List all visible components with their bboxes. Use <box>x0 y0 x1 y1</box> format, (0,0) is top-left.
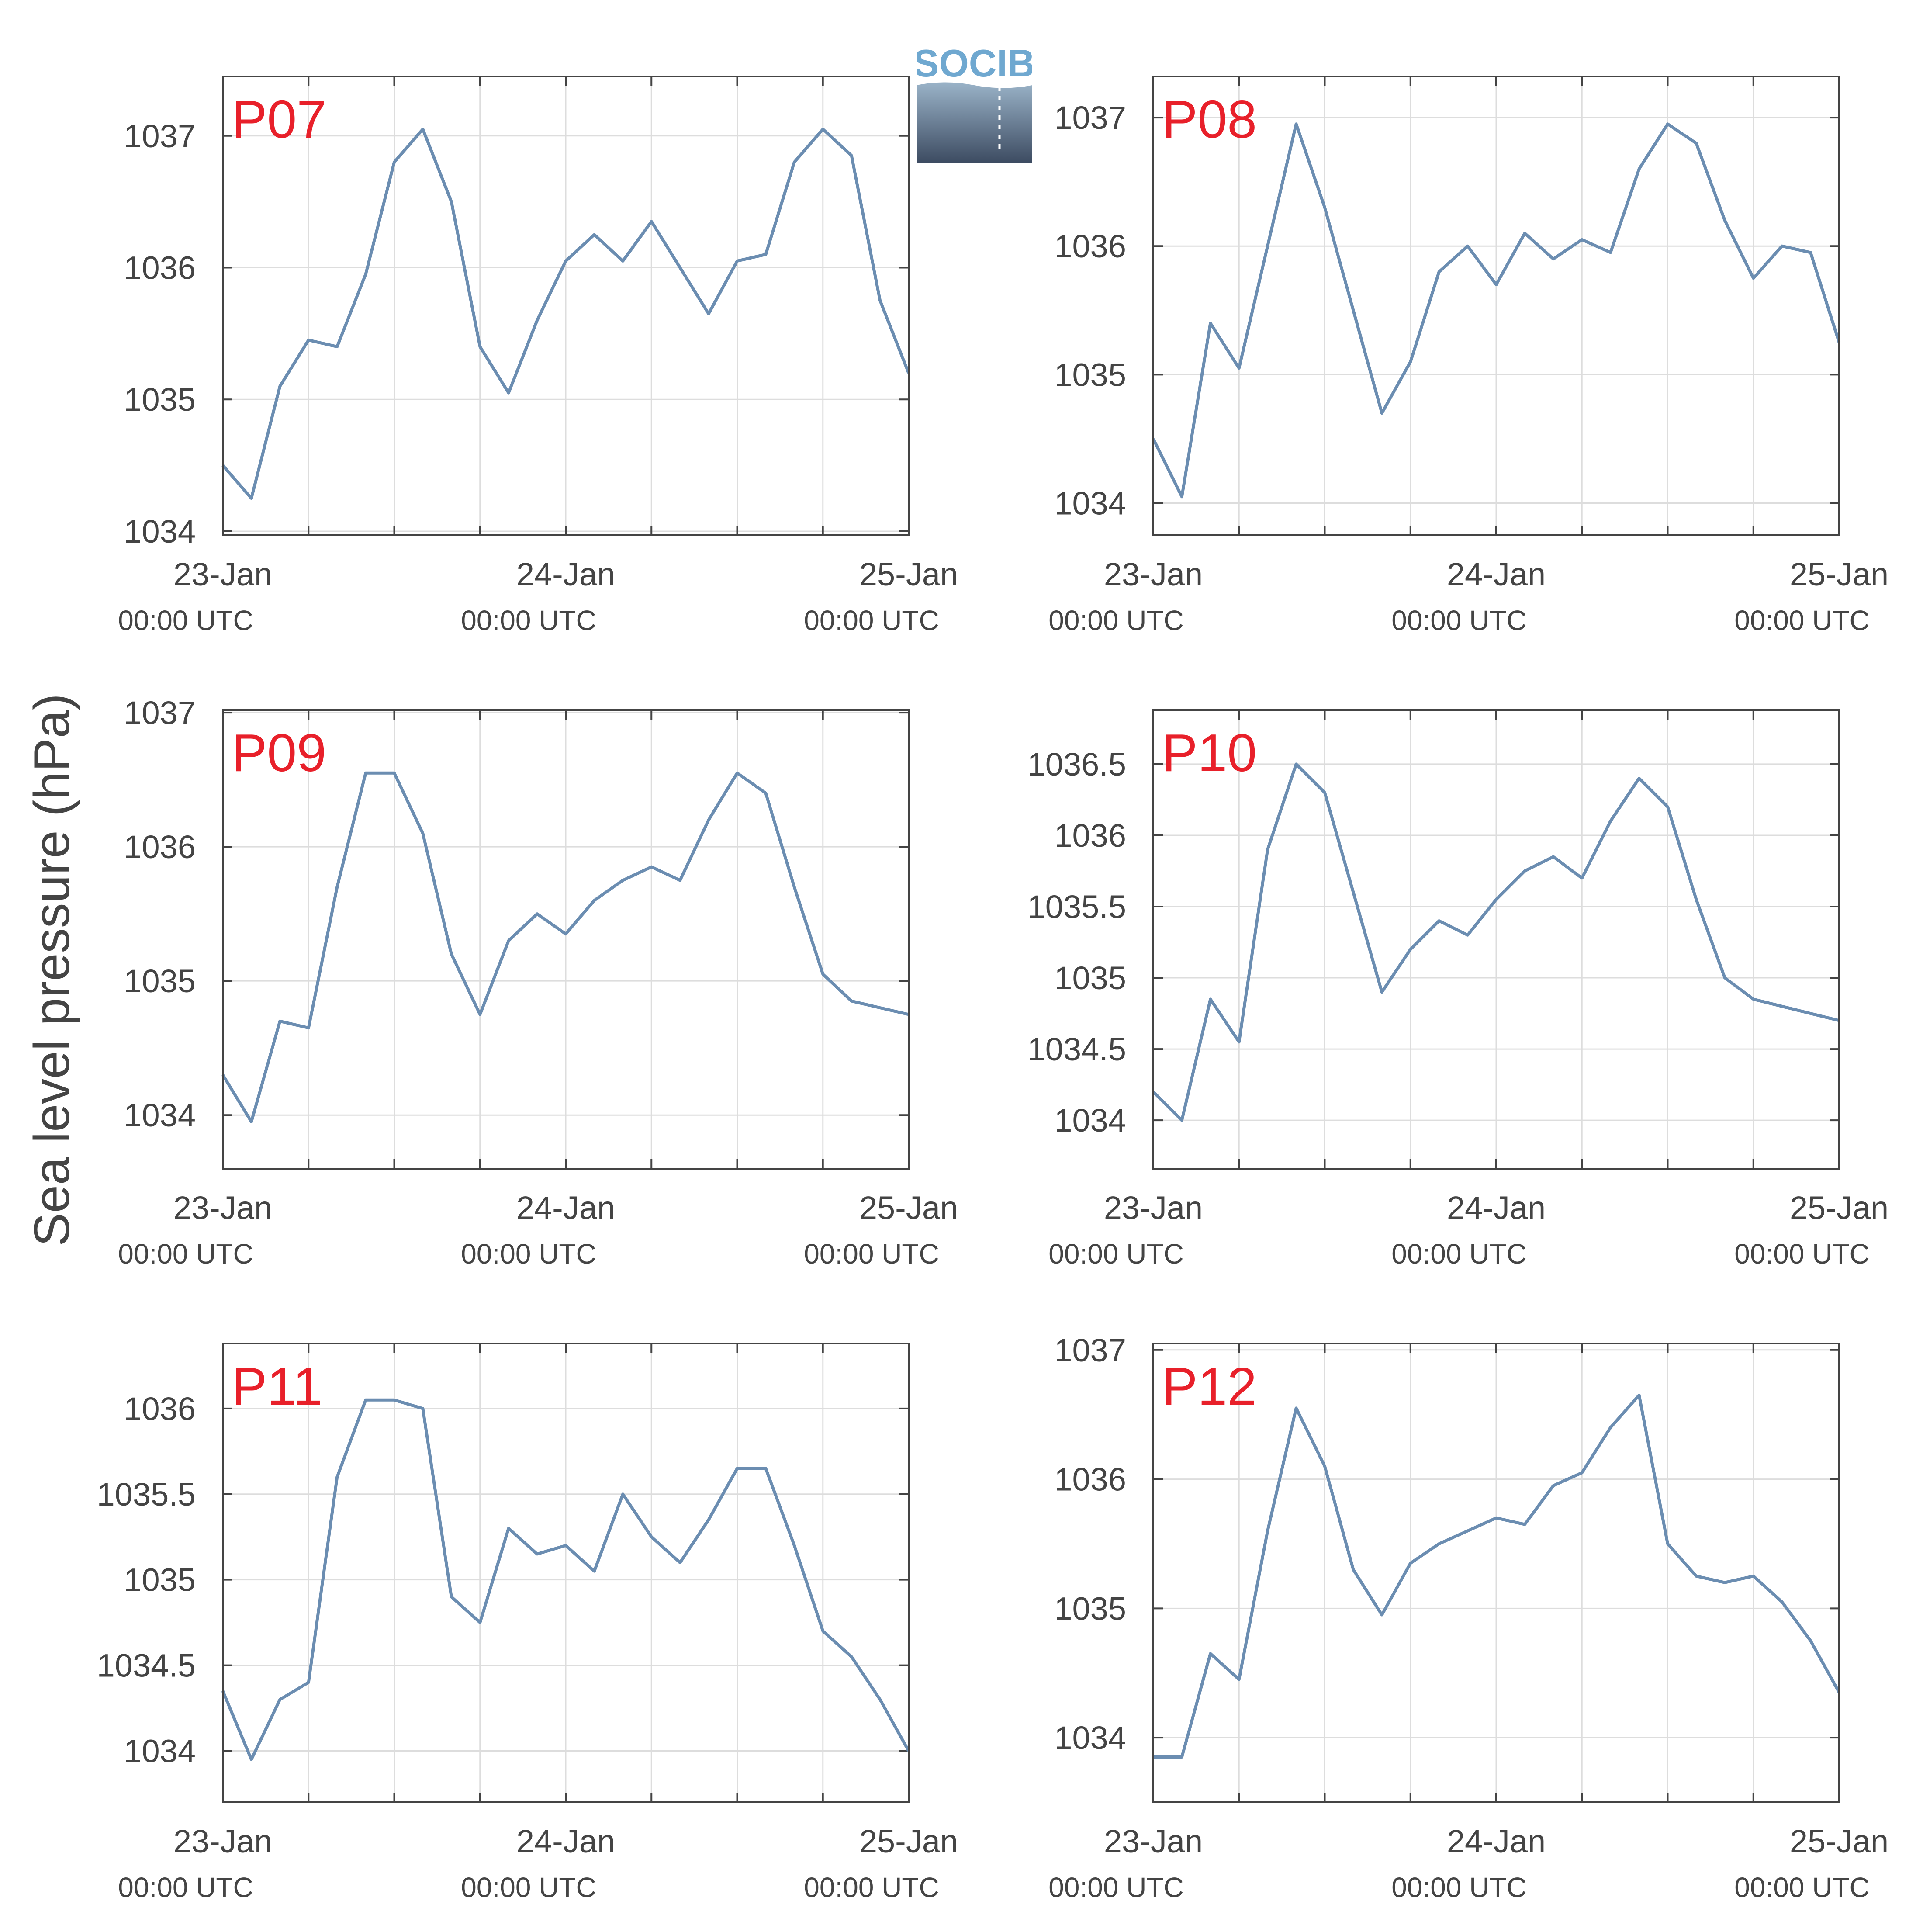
socib-logo-text: SOCIB <box>917 44 1032 85</box>
socib-logo: SOCIB <box>917 44 1032 163</box>
x-tick-time-label: 00:00 UTC <box>1391 605 1526 636</box>
x-tick-label: 25-Jan <box>1790 1823 1888 1859</box>
axes-frame <box>1152 76 1840 536</box>
y-tick-label: 1034 <box>1054 1720 1126 1756</box>
axes-frame <box>1152 709 1840 1170</box>
x-tick-label: 25-Jan <box>859 1190 958 1226</box>
y-tick-label: 1034 <box>124 513 196 550</box>
x-tick-label: 23-Jan <box>1104 1190 1203 1226</box>
y-tick-label: 1037 <box>124 695 196 731</box>
pressure-line-p07 <box>221 128 910 500</box>
subplot-p11: 1034 1034.5 1035 1035.5 1036 23-Jan 00:00 UTC 2… <box>97 1343 958 1903</box>
subplot-p09: 1034 1035 1036 1037 23-Jan 00:00 UTC 24-Jan 00:… <box>118 695 958 1270</box>
pressure-line-p08 <box>1152 122 1841 499</box>
x-tick-time-label: 00:00 UTC <box>804 605 939 636</box>
x-tick-label: 25-Jan <box>1790 556 1888 592</box>
y-tick-label: 1036 <box>1054 1461 1126 1498</box>
x-tick-time-label: 00:00 UTC <box>1048 605 1183 636</box>
x-tick-label: 24-Jan <box>1447 1190 1546 1226</box>
panel-label: P12 <box>1162 1357 1257 1416</box>
y-tick-label: 1036 <box>124 829 196 865</box>
x-tick-label: 23-Jan <box>173 1823 272 1859</box>
x-tick-label: 24-Jan <box>516 1190 615 1226</box>
y-tick-label: 1035 <box>124 1562 196 1598</box>
x-tick-label: 23-Jan <box>1104 556 1203 592</box>
y-tick-label: 1034.5 <box>1027 1031 1126 1067</box>
pressure-line-p10 <box>1152 762 1840 1122</box>
x-tick-label: 23-Jan <box>1104 1823 1203 1859</box>
x-tick-label: 24-Jan <box>516 556 615 592</box>
panel-label: P08 <box>1162 90 1257 149</box>
axes-frame <box>1152 1343 1840 1803</box>
x-tick-time-label: 00:00 UTC <box>1048 1872 1183 1903</box>
y-tick-label: 1037 <box>1054 1332 1126 1368</box>
y-tick-label: 1036 <box>124 1391 196 1427</box>
y-tick-label: 1035 <box>124 381 196 418</box>
y-tick-label: 1034.5 <box>97 1648 196 1684</box>
x-tick-time-label: 00:00 UTC <box>1391 1238 1526 1270</box>
y-axis-label: Sea level pressure (hPa) <box>24 693 80 1246</box>
pressure-line-p11 <box>221 1398 910 1761</box>
y-tick-label: 1035.5 <box>1027 889 1126 925</box>
x-tick-time-label: 00:00 UTC <box>461 1872 596 1903</box>
x-tick-label: 24-Jan <box>1447 1823 1546 1859</box>
y-tick-label: 1036 <box>1054 817 1126 854</box>
x-tick-time-label: 00:00 UTC <box>1734 605 1869 636</box>
y-tick-label: 1037 <box>1054 100 1126 136</box>
panel-label: P07 <box>232 90 326 149</box>
pressure-line-p09 <box>221 771 909 1123</box>
axes-frame <box>222 709 910 1170</box>
y-tick-label: 1035 <box>1054 357 1126 393</box>
panel-label: P09 <box>232 723 326 782</box>
x-tick-time-label: 00:00 UTC <box>461 605 596 636</box>
y-tick-label: 1034 <box>1054 485 1126 521</box>
x-tick-label: 23-Jan <box>173 556 272 592</box>
y-tick-label: 1034 <box>124 1733 196 1769</box>
panel-label: P11 <box>232 1357 322 1416</box>
x-tick-time-label: 00:00 UTC <box>118 605 253 636</box>
subplot-p07: 1034 1035 1036 1037 23-Jan 00:00 UTC 24-Jan 00:… <box>118 76 958 636</box>
y-tick-label: 1036.5 <box>1027 746 1126 782</box>
subplot-p08: 1034 1035 1036 1037 23-Jan 00:00 UTC 24-Jan 00:… <box>1048 76 1888 636</box>
subplot-p12: 1034 1035 1036 1037 23-Jan 00:00 UTC 24-Jan 00:… <box>1048 1332 1888 1903</box>
panel-label: P10 <box>1162 723 1257 782</box>
subplot-p10: 1034 1034.5 1035 1035.5 1036 1036.5 23-Jan 00:0… <box>1027 709 1888 1270</box>
x-tick-time-label: 00:00 UTC <box>1048 1238 1183 1270</box>
y-tick-label: 1035 <box>1054 960 1126 996</box>
x-tick-label: 25-Jan <box>1790 1190 1888 1226</box>
x-tick-time-label: 00:00 UTC <box>804 1238 939 1270</box>
x-tick-time-label: 00:00 UTC <box>118 1872 253 1903</box>
x-tick-label: 23-Jan <box>173 1190 272 1226</box>
y-tick-label: 1035.5 <box>97 1476 196 1513</box>
x-tick-time-label: 00:00 UTC <box>1734 1238 1869 1270</box>
axes-frame <box>222 76 910 536</box>
x-tick-label: 25-Jan <box>859 556 958 592</box>
subplot-grid: 1034 1035 1036 1037 23-Jan 00:00 UTC 24-Jan 00:… <box>97 76 1888 1903</box>
y-tick-label: 1035 <box>124 963 196 999</box>
y-tick-label: 1034 <box>124 1097 196 1133</box>
x-tick-label: 25-Jan <box>859 1823 958 1859</box>
x-tick-time-label: 00:00 UTC <box>804 1872 939 1903</box>
x-tick-label: 24-Jan <box>516 1823 615 1859</box>
y-tick-label: 1035 <box>1054 1590 1126 1627</box>
x-tick-time-label: 00:00 UTC <box>1391 1872 1526 1903</box>
y-tick-label: 1036 <box>124 250 196 286</box>
axes-frame <box>222 1343 910 1803</box>
y-tick-label: 1034 <box>1054 1102 1126 1139</box>
socib-logo-wave <box>917 82 1032 163</box>
x-tick-time-label: 00:00 UTC <box>461 1238 596 1270</box>
y-tick-label: 1037 <box>124 118 196 154</box>
x-tick-time-label: 00:00 UTC <box>118 1238 253 1270</box>
y-tick-label: 1036 <box>1054 228 1126 264</box>
x-tick-label: 24-Jan <box>1447 556 1546 592</box>
x-tick-time-label: 00:00 UTC <box>1734 1872 1869 1903</box>
pressure-line-p12 <box>1153 1393 1841 1759</box>
